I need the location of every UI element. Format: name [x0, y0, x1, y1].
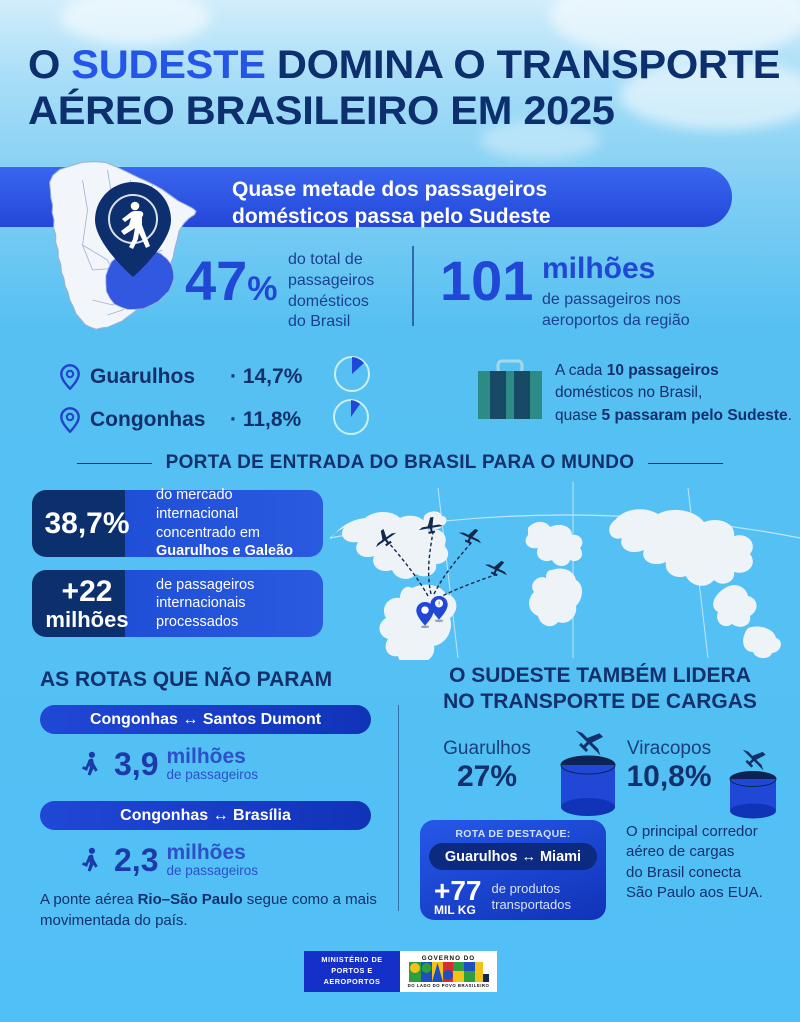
svg-text:!: ! [438, 602, 440, 608]
